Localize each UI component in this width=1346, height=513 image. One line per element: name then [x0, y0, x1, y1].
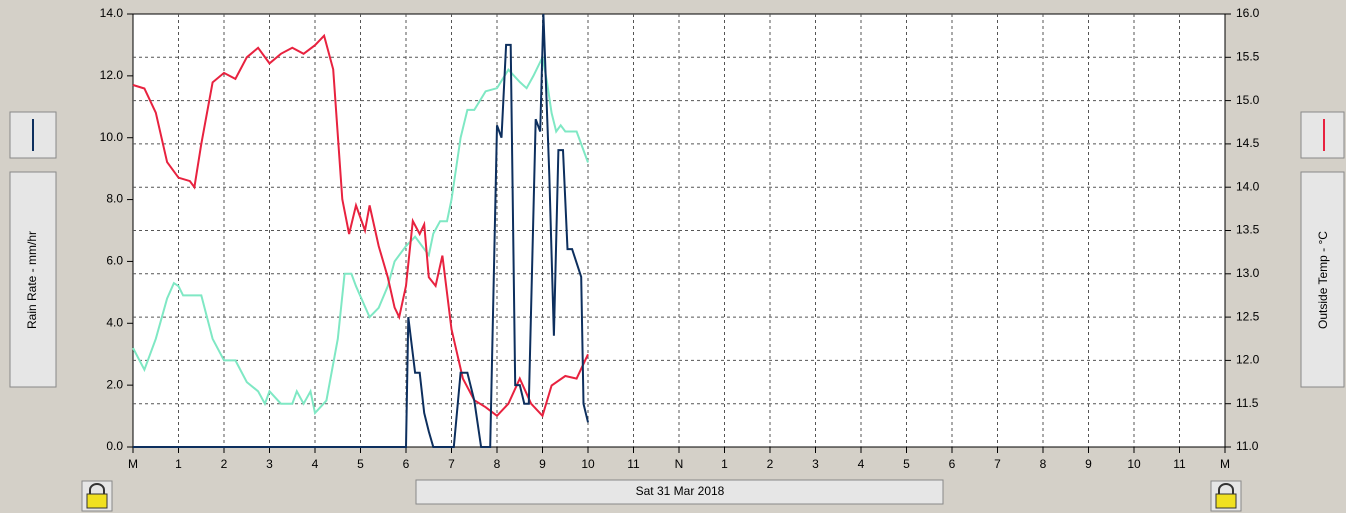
- x-tick-label: 2: [221, 457, 228, 471]
- x-tick-label: M: [128, 457, 138, 471]
- plot-layer: M 1 2 3 4 5 6 7 8 9 10 11 N 1 2 3 4 5 6 7 8 9 10 11 M 11.0 11.5 12.…: [100, 6, 1260, 471]
- x-tick-label: 3: [812, 457, 819, 471]
- x-tick-label: 2: [767, 457, 774, 471]
- x-tick-label: M: [1220, 457, 1230, 471]
- y2-tick-label: 15.5: [1236, 49, 1260, 63]
- x-tick-label: 10: [581, 457, 595, 471]
- x-tick-label: 3: [266, 457, 273, 471]
- y-tick-label: 14.0: [100, 6, 124, 20]
- series-line: [133, 13, 589, 448]
- y-tick-label: 10.0: [100, 130, 124, 144]
- y2-tick-label: 12.0: [1236, 353, 1260, 367]
- y2-axis-label: Outside Temp - °C: [1316, 231, 1330, 329]
- y2-tick-label: 15.0: [1236, 93, 1260, 107]
- x-tick-label: 4: [858, 457, 865, 471]
- series-line: [132, 33, 589, 418]
- y2-tick-label: 14.0: [1236, 179, 1260, 193]
- x-tick-label: 11: [627, 457, 640, 471]
- y-tick-label: 8.0: [106, 192, 123, 206]
- chart-title: Sat 31 Mar 2018: [636, 484, 725, 498]
- y-tick-label: 4.0: [106, 315, 123, 329]
- y2-tick-label: 13.5: [1236, 223, 1260, 237]
- y-axis-label: Rain Rate - mm/hr: [25, 231, 39, 329]
- y-tick-label: 0.0: [106, 439, 123, 453]
- axis-label-button[interactable]: [1300, 171, 1345, 388]
- y-tick-label: 12.0: [100, 68, 124, 82]
- x-tick-label: 5: [903, 457, 910, 471]
- y2-tick-label: 16.0: [1236, 6, 1260, 20]
- legend-button[interactable]: [1300, 111, 1345, 159]
- y-tick-label: 6.0: [106, 254, 123, 268]
- lock-icon[interactable]: [1210, 480, 1242, 512]
- y2-tick-label: 11.5: [1236, 396, 1259, 410]
- lock-icon[interactable]: [81, 480, 113, 512]
- y2-tick-label: 11.0: [1236, 439, 1259, 453]
- x-tick-label: 11: [1173, 457, 1186, 471]
- x-tick-label: 8: [1040, 457, 1047, 471]
- x-tick-label: 10: [1127, 457, 1141, 471]
- y2-tick-label: 13.0: [1236, 266, 1260, 280]
- x-tick-label: 8: [494, 457, 501, 471]
- axis-label-button[interactable]: [9, 171, 57, 388]
- x-tick-label: N: [675, 457, 684, 471]
- x-tick-label: 1: [175, 457, 182, 471]
- x-tick-label: 1: [721, 457, 728, 471]
- y2-tick-label: 14.5: [1236, 136, 1260, 150]
- series-line: [132, 54, 589, 416]
- date-button[interactable]: [415, 479, 944, 505]
- y2-tick-label: 12.5: [1236, 309, 1260, 323]
- x-tick-label: 5: [357, 457, 364, 471]
- x-tick-label: 6: [403, 457, 410, 471]
- x-tick-label: 9: [1085, 457, 1092, 471]
- y-tick-label: 2.0: [106, 377, 123, 391]
- x-tick-label: 9: [539, 457, 546, 471]
- x-tick-label: 4: [312, 457, 319, 471]
- x-tick-label: 7: [448, 457, 455, 471]
- x-tick-label: 7: [994, 457, 1001, 471]
- x-tick-label: 6: [949, 457, 956, 471]
